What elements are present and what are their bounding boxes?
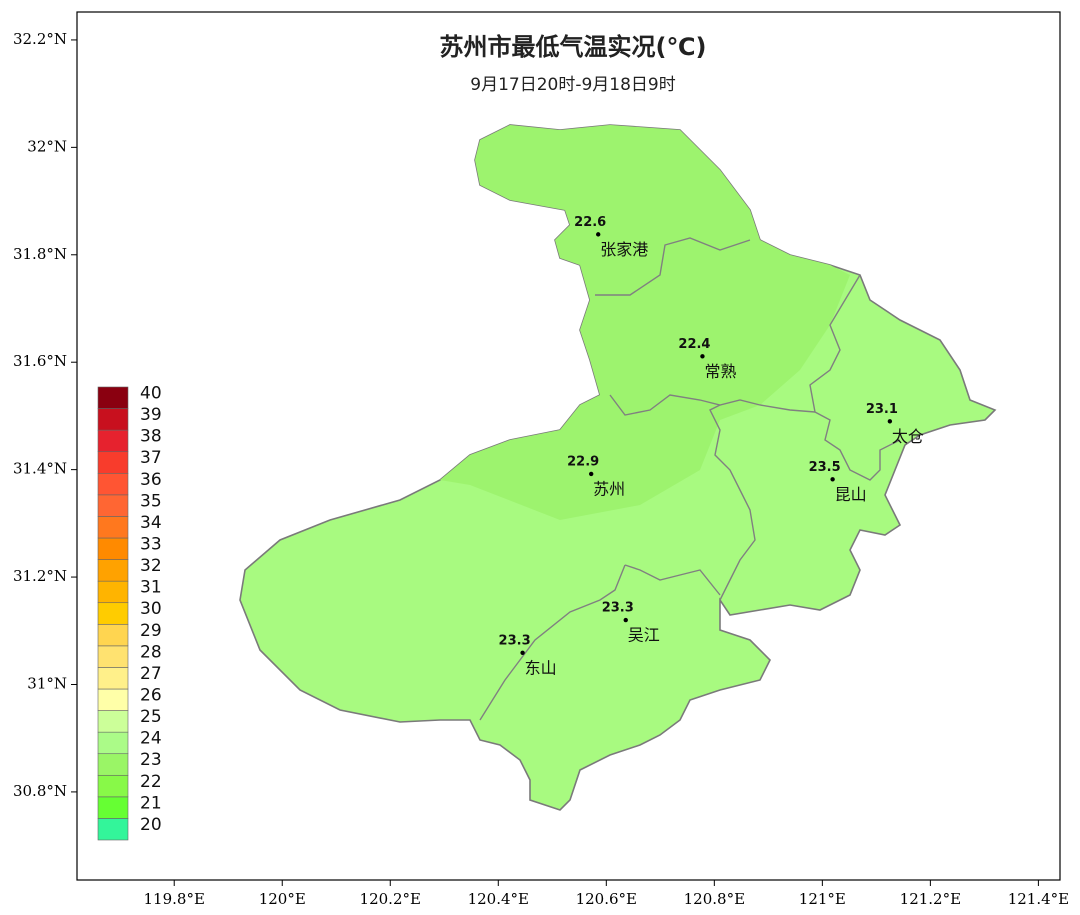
boundary [609,394,816,416]
north-area [440,125,850,520]
station-value: 23.3 [499,633,531,648]
station-dot [830,477,835,482]
legend-label: 29 [140,621,162,641]
y-tick-label: 31.4°N [13,460,67,478]
legend-swatch [97,753,129,776]
station-name: 常熟 [704,362,736,381]
legend-label: 31 [140,578,162,598]
legend-swatch [97,408,129,431]
legend-label: 23 [140,750,162,770]
legend-label: 32 [140,556,162,576]
y-tick-label: 31.6°N [13,352,67,370]
y-tick-label: 30.8°N [13,782,67,800]
subtitle: 9月17日20时-9月18日9时 [470,75,675,95]
legend-swatch [97,645,129,668]
legend-label: 22 [140,772,162,792]
legend-label: 34 [140,513,162,533]
boundary [624,564,721,596]
y-tick-label: 31.8°N [13,245,67,263]
legend-label: 38 [140,427,162,447]
legend-label: 20 [140,815,162,835]
station-dot [596,232,601,237]
boundary [809,274,901,481]
x-tick-label: 121.4°E [1008,890,1069,908]
x-tick-label: 121.2°E [900,890,961,908]
station-dot [700,354,705,359]
station-dot [887,419,893,424]
x-tick-label: 120.4°E [468,890,529,908]
x-tick-label: 120°E [259,890,306,908]
station-value: 22.6 [574,215,606,230]
legend-swatch [97,688,129,711]
boundary [479,564,626,721]
station-name: 苏州 [593,479,625,498]
legend-label: 26 [140,685,162,705]
y-tick-label: 32.2°N [13,30,67,48]
legend-label: 24 [140,729,162,749]
station-value: 22.9 [567,454,599,469]
legend-label: 39 [140,405,162,425]
legend-swatch [97,516,129,539]
legend-swatch [97,451,129,474]
x-tick-label: 119.8°E [144,890,205,908]
legend-swatch [97,559,129,582]
legend-swatch [97,710,129,733]
legend-swatch [97,580,129,604]
station-dot [623,617,628,623]
station-value: 22.4 [678,337,710,352]
x-tick-label: 120.8°E [684,890,745,908]
legend-swatch [97,818,129,841]
legend-swatch [97,774,129,798]
title: 苏州市最低气温实况(℃) [440,33,707,61]
station-dot [520,650,525,655]
legend-label: 27 [140,664,162,684]
legend-label: 28 [140,642,162,662]
legend-swatch [97,602,129,625]
y-tick-label: 32°N [27,137,67,155]
legend-swatch [97,386,129,409]
boundary [709,404,756,601]
y-tick-label: 31°N [27,674,67,692]
station-value: 23.1 [866,402,898,417]
x-tick-label: 121°E [799,890,846,908]
legend-label: 40 [140,383,162,403]
y-tick-label: 31.2°N [13,567,67,585]
station-name: 东山 [525,658,557,677]
station-name: 太仓 [892,427,924,446]
legend-swatch [97,731,129,755]
legend-label: 25 [140,707,162,727]
legend-label: 35 [140,491,162,511]
boundary [595,237,751,296]
legend-swatch [97,494,129,517]
legend-label: 33 [140,534,162,554]
legend-swatch [97,796,129,819]
legend-swatch [97,623,129,647]
station-name: 张家港 [600,240,648,259]
legend-swatch [97,429,129,453]
legend-label: 37 [140,448,162,468]
legend-swatch [97,667,129,690]
station-value: 23.3 [602,601,634,616]
station-dot [588,471,594,477]
legend-swatch [97,537,129,560]
legend-swatch [97,472,129,496]
legend-label: 30 [140,599,162,619]
station-value: 23.5 [809,460,841,475]
legend-label: 21 [140,793,162,813]
x-tick-label: 120.2°E [360,890,421,908]
x-tick-label: 120.6°E [576,890,637,908]
station-name: 昆山 [835,485,867,504]
legend-label: 36 [140,470,162,490]
station-name: 吴江 [628,626,660,645]
